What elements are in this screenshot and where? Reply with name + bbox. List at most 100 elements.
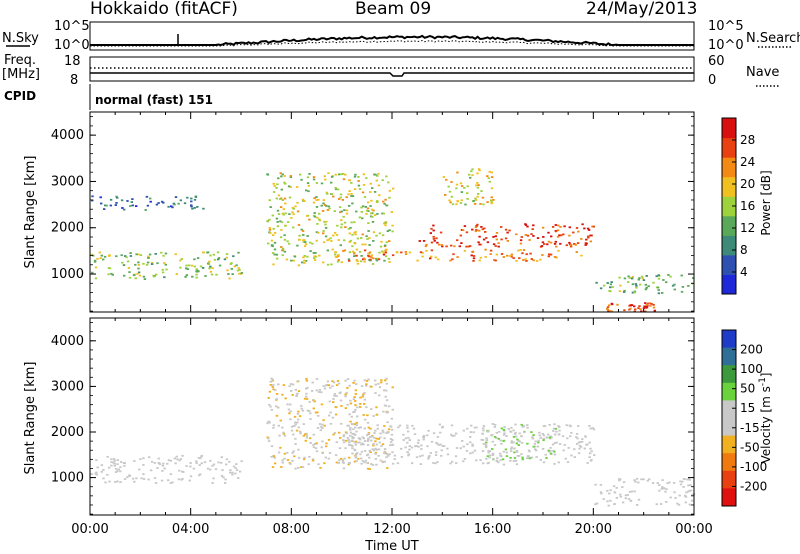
echo-cell [371, 464, 375, 466]
echo-cell [682, 478, 686, 480]
echo-cell [297, 380, 300, 382]
echo-cell [353, 379, 356, 382]
beam-title: Beam 09 [355, 0, 431, 19]
echo-cell [489, 249, 493, 252]
echo-cell [366, 462, 369, 464]
echo-cell [322, 199, 325, 201]
echo-cell [277, 424, 280, 427]
echo-cell [193, 265, 196, 268]
echo-cell [198, 464, 201, 466]
echo-cell [525, 253, 528, 256]
echo-cell [633, 479, 636, 482]
echo-cell [271, 378, 274, 381]
echo-cell [357, 180, 360, 182]
echo-cell [615, 497, 619, 499]
echo-cell [500, 253, 504, 255]
echo-cell [336, 188, 340, 191]
echo-cell [198, 474, 201, 477]
echo-cell [199, 265, 203, 268]
echo-cell [229, 263, 232, 265]
echo-cell [490, 434, 493, 437]
echo-cell [385, 248, 388, 251]
echo-cell [379, 245, 383, 248]
echo-cell [325, 191, 328, 194]
echo-cell [333, 210, 336, 212]
echo-cell [524, 258, 527, 261]
echo-cell [292, 450, 295, 453]
echo-cell [296, 392, 299, 395]
echo-cell [478, 259, 481, 262]
echo-cell [383, 452, 386, 455]
echo-cell [287, 185, 291, 188]
echo-cell [140, 477, 143, 480]
echo-cell [545, 457, 548, 459]
echo-cell [351, 202, 354, 205]
echo-cell [456, 239, 459, 242]
echo-cell [375, 179, 378, 182]
echo-cell [429, 232, 432, 234]
echo-cell [193, 198, 197, 201]
echo-cell [385, 389, 388, 392]
echo-cell [325, 442, 328, 445]
echo-cell [492, 236, 495, 238]
echo-cell [105, 204, 108, 207]
echo-cell [311, 459, 315, 462]
echo-cell [621, 501, 625, 504]
echo-cell [309, 437, 312, 440]
echo-cell [495, 253, 499, 256]
echo-cell [295, 394, 298, 397]
echo-cell [325, 384, 328, 387]
echo-cell [505, 455, 509, 457]
echo-cell [289, 175, 292, 177]
echo-cell [363, 427, 366, 430]
echo-cell [484, 443, 488, 446]
echo-cell [384, 452, 387, 455]
echo-cell [382, 212, 385, 215]
echo-cell [546, 433, 550, 436]
colorbar-swatch [722, 453, 736, 472]
echo-cell [277, 177, 280, 180]
echo-cell [372, 257, 375, 260]
colorbar-swatch [722, 137, 736, 158]
echo-cell [494, 259, 497, 262]
echo-cell [643, 305, 646, 308]
echo-cell [541, 226, 545, 229]
echo-cell [229, 471, 232, 474]
echo-cell [303, 200, 306, 202]
echo-cell [555, 245, 558, 248]
echo-cell [379, 459, 383, 462]
echo-cell [134, 277, 137, 280]
echo-cell [91, 199, 94, 202]
echo-cell [347, 205, 351, 207]
echo-cell [288, 412, 291, 415]
echo-cell [365, 177, 368, 179]
echo-cell [447, 185, 450, 188]
echo-cell [319, 429, 322, 432]
echo-cell [281, 254, 284, 257]
echo-cell [616, 303, 619, 306]
echo-cell [112, 461, 115, 464]
echo-cell [338, 198, 341, 200]
echo-cell [430, 227, 433, 230]
echo-cell [380, 445, 383, 447]
echo-cell [527, 455, 530, 458]
echo-cell [318, 212, 321, 215]
echo-cell [527, 449, 531, 452]
echo-cell [312, 176, 316, 178]
echo-cell [406, 427, 409, 429]
echo-cell [434, 256, 437, 259]
echo-cell [306, 409, 310, 412]
echo-cell [553, 423, 556, 426]
echo-cell [355, 259, 358, 261]
echo-cell [421, 255, 424, 258]
echo-cell [577, 230, 580, 233]
y-tick-label: 4000 [51, 334, 84, 349]
echo-cell [547, 240, 551, 243]
nave-tick-top: 60 [708, 54, 725, 69]
echo-cell [362, 173, 365, 176]
echo-cell [521, 424, 525, 427]
echo-cell [334, 406, 337, 409]
echo-cell [627, 281, 630, 283]
echo-cell [281, 247, 285, 250]
echo-cell [454, 432, 458, 435]
